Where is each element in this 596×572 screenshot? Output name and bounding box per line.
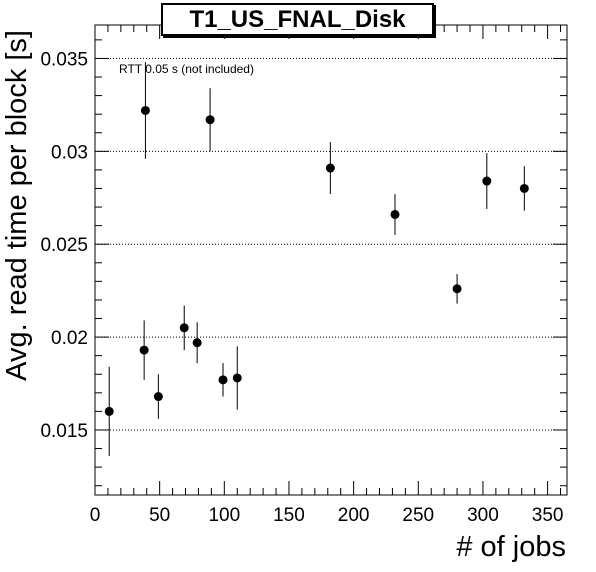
- chart-title-text: T1_US_FNAL_Disk: [189, 5, 406, 33]
- y-tick-label: 0.015: [40, 421, 88, 442]
- data-point: [205, 115, 215, 125]
- grid-lines: [95, 57, 567, 431]
- data-point: [140, 105, 150, 115]
- axes: 0 50 100 150 200 250 300 350 0.015 0.02 0.025 0.03 0…: [40, 25, 567, 526]
- x-axis-label: # of jobs: [456, 531, 566, 563]
- x-tick-label: 200: [338, 505, 370, 526]
- data-point: [192, 338, 202, 348]
- x-tick-label: 350: [532, 505, 564, 526]
- data-point: [153, 392, 163, 402]
- y-tick-label: 0.03: [51, 142, 88, 163]
- y-tick-label: 0.025: [40, 235, 88, 256]
- x-tick-label: 150: [273, 505, 305, 526]
- data-point: [482, 176, 492, 186]
- data-point: [452, 284, 462, 294]
- y-tick-label: 0.035: [40, 49, 88, 70]
- data-point: [519, 183, 529, 193]
- x-tick-label: 100: [208, 505, 240, 526]
- data-point: [390, 209, 400, 219]
- data-points: [104, 62, 529, 456]
- x-tick-label: 300: [467, 505, 499, 526]
- data-point: [325, 163, 335, 173]
- y-axis-label: Avg. read time per block [s]: [1, 30, 33, 381]
- plot-frame: [94, 24, 568, 496]
- data-point: [104, 406, 114, 416]
- data-point: [179, 323, 189, 333]
- x-tick-label: 50: [149, 505, 170, 526]
- data-point: [218, 375, 228, 385]
- data-point: [232, 373, 242, 383]
- data-point: [139, 345, 149, 355]
- x-tick-label: 250: [402, 505, 434, 526]
- x-tick-label: 0: [90, 505, 101, 526]
- y-tick-label: 0.02: [51, 328, 88, 349]
- rtt-annotation: RTT 0.05 s (not included): [119, 62, 254, 76]
- chart-title: T1_US_FNAL_Disk: [161, 3, 434, 36]
